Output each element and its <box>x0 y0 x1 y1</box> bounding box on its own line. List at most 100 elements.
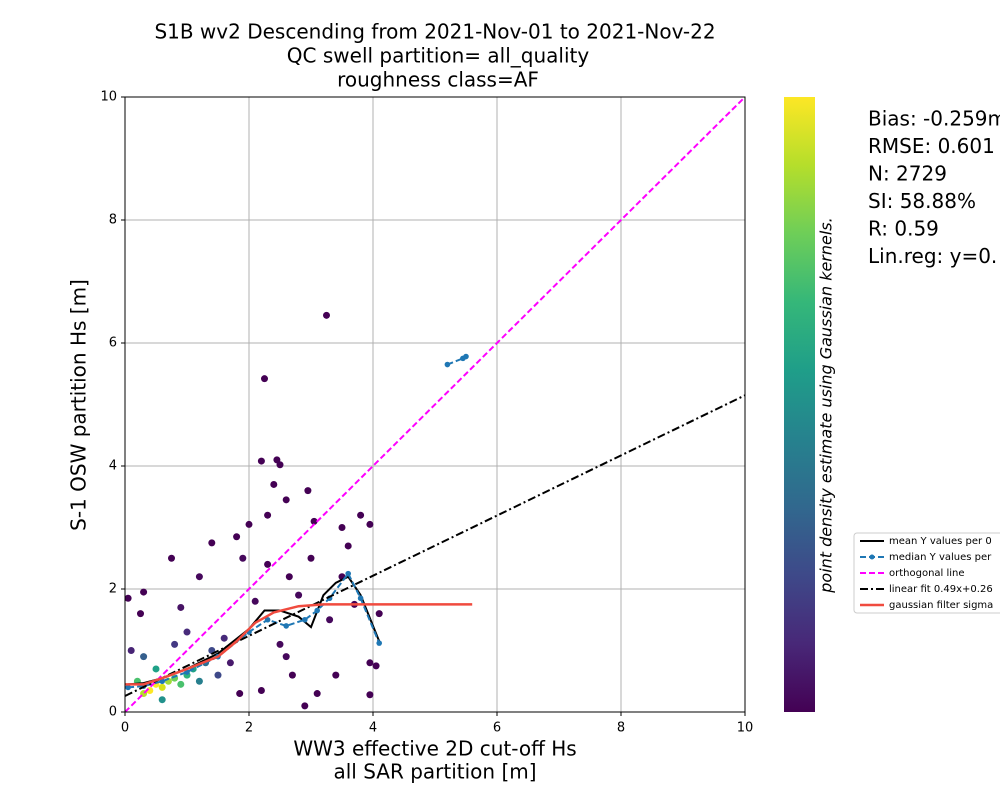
scatter-point <box>257 457 265 465</box>
colorbar <box>784 97 815 712</box>
legend-label: gaussian filter sigma <box>889 600 993 611</box>
scatter-point <box>195 573 203 581</box>
scatter-point <box>261 375 268 383</box>
x-tick-label: 10 <box>737 721 754 736</box>
stats: Bias: -0.259m RMSE: 0.601 N: 2729 SI: 58.88… <box>868 107 1000 269</box>
series-marker <box>463 353 469 360</box>
series-line <box>125 603 473 686</box>
scatter-point <box>158 696 166 704</box>
y-tick-label: 2 <box>109 582 117 597</box>
scatter-point <box>282 653 290 661</box>
x-tick-label: 4 <box>369 721 377 736</box>
y-tick-label: 0 <box>109 705 117 720</box>
scatter-point <box>304 487 312 495</box>
x-tick-label: 2 <box>245 721 253 736</box>
scatter-point <box>366 520 374 528</box>
scatter-point <box>183 628 191 636</box>
series-line <box>128 355 467 689</box>
x-tick-label: 0 <box>121 721 129 736</box>
series-marker <box>302 616 308 623</box>
scatter-point <box>313 690 321 698</box>
scatter-point <box>357 511 365 519</box>
scatter-point <box>127 647 135 654</box>
scatter-point <box>158 683 166 691</box>
x-tick-label: 6 <box>493 721 501 736</box>
x-tick-label: 8 <box>617 721 625 736</box>
series-marker <box>357 595 364 602</box>
scatter-point <box>288 671 296 679</box>
scatter-point <box>245 520 253 528</box>
series-marker <box>376 640 383 646</box>
scatter-point <box>236 690 244 698</box>
legend-marker <box>869 554 875 560</box>
chart-title: roughness class=AF <box>337 68 539 92</box>
stat-text: SI: 58.88% <box>868 189 976 213</box>
scatter-point <box>344 542 352 550</box>
scatter-point <box>282 496 290 504</box>
scatter-point <box>366 691 374 699</box>
scatter-point <box>366 659 374 667</box>
stat-text: Bias: -0.259m <box>868 107 1000 131</box>
chart-title: S1B wv2 Descending from 2021-Nov-01 to 2… <box>154 20 715 44</box>
y-tick-label: 6 <box>109 336 117 351</box>
scatter-point <box>226 659 234 667</box>
legend: mean Y values per 0 median Y values per or… <box>853 532 1000 614</box>
scatter-point <box>251 597 259 605</box>
series-marker <box>283 623 290 629</box>
scatter-point <box>140 653 148 661</box>
stat-text: R: 0.59 <box>868 217 939 241</box>
x-axis-label: all SAR partition [m] <box>333 760 536 784</box>
scatter-point <box>375 610 383 618</box>
legend-label: mean Y values per 0 <box>889 536 992 547</box>
legend-box <box>853 532 1000 614</box>
x-axis-label: WW3 effective 2D cut-off Hs <box>293 737 576 761</box>
scatter-point <box>326 616 334 624</box>
scatter-point <box>239 554 247 562</box>
scatter-point <box>307 554 315 562</box>
scatter-point <box>301 702 309 710</box>
stat-text: RMSE: 0.601 <box>868 134 995 158</box>
scatter-point <box>220 634 228 642</box>
scatter-point <box>177 603 185 611</box>
series-line <box>125 97 745 712</box>
series-marker <box>314 607 321 614</box>
plot-area <box>125 97 745 712</box>
series-line <box>128 575 381 686</box>
scatter-point <box>338 524 346 531</box>
y-tick-label: 4 <box>109 459 117 474</box>
scatter-point <box>137 610 144 618</box>
ticks: 0 2 4 6 8 10 0 2 4 6 8 10 <box>100 90 753 736</box>
scatter-point <box>264 511 272 519</box>
scatter-point <box>177 680 185 688</box>
scatter-point <box>276 640 284 648</box>
y-tick-label: 10 <box>100 90 117 105</box>
scatter-point <box>140 588 148 596</box>
chart-title: QC swell partition= all_quality <box>287 44 590 68</box>
series-marker <box>345 570 352 577</box>
scatter-point <box>295 591 303 599</box>
scatter-point <box>171 640 179 648</box>
scatter-point <box>257 686 265 694</box>
scatter-point <box>270 480 278 488</box>
legend-label: median Y values per <box>889 552 992 563</box>
y-axis-label: S-1 OSW partition Hs [m] <box>67 279 91 531</box>
scatter-point <box>168 554 175 562</box>
series-marker <box>444 361 451 368</box>
scatter-point <box>233 533 241 541</box>
scatter-point <box>195 677 203 685</box>
scatter-point <box>208 539 216 547</box>
scatter-point <box>332 671 340 679</box>
axes-frame <box>124 96 746 713</box>
y-tick-label: 8 <box>109 213 117 228</box>
series-marker <box>125 684 131 691</box>
stat-text: N: 2729 <box>868 162 947 186</box>
legend-label: orthogonal line <box>889 568 965 579</box>
scatter-point <box>372 662 380 670</box>
scatter-point <box>276 461 284 469</box>
stat-text: Lin.reg: y=0. <box>868 244 997 268</box>
scatter-point <box>125 594 132 602</box>
legend-label: linear fit 0.49x+0.26 <box>889 584 993 595</box>
series-line <box>125 394 745 697</box>
scatter-point <box>264 560 272 568</box>
